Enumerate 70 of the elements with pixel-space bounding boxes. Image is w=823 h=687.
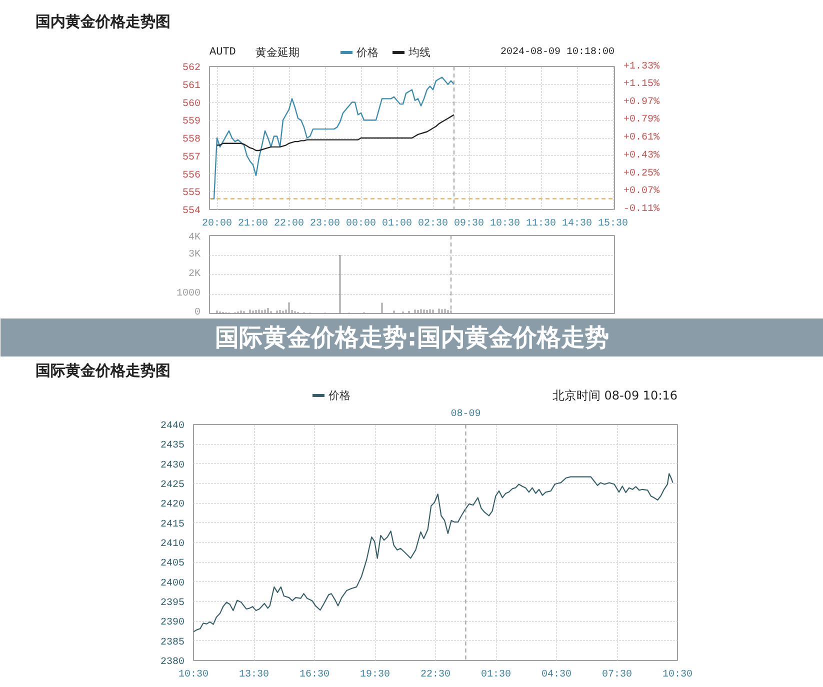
y-tick-label: 2390 bbox=[160, 618, 185, 629]
x-tick-label: 01:00 bbox=[382, 218, 412, 230]
legend-label: 均线 bbox=[408, 46, 430, 59]
y-tick-label: 1000 bbox=[176, 288, 201, 300]
x-tick-label: 09:30 bbox=[454, 218, 484, 230]
y-tick-label: 560 bbox=[182, 98, 201, 110]
x-tick-label: 11:30 bbox=[526, 218, 556, 230]
ref-line-label: 08-09 bbox=[450, 409, 481, 420]
y-tick-label: 554 bbox=[182, 206, 201, 217]
y-tick-label: 2395 bbox=[160, 598, 185, 609]
y-tick-label: 2380 bbox=[160, 657, 185, 668]
x-tick-label: 22:30 bbox=[420, 670, 451, 680]
y2-tick-label: +1.33% bbox=[624, 62, 660, 72]
x-tick-label: 10:30 bbox=[662, 670, 693, 680]
y2-tick-label: +1.15% bbox=[624, 78, 660, 90]
x-tick-label: 15:30 bbox=[598, 218, 628, 230]
y2-tick-label: +0.07% bbox=[624, 186, 660, 198]
y-tick-label: 2385 bbox=[160, 637, 185, 648]
y2-tick-label: +0.43% bbox=[624, 150, 660, 162]
y-tick-label: 2K bbox=[188, 269, 201, 280]
y-tick-label: 556 bbox=[182, 170, 201, 182]
y-tick-label: 2435 bbox=[160, 440, 185, 452]
y-tick-label: 2440 bbox=[160, 421, 185, 432]
x-tick-label: 04:30 bbox=[542, 670, 572, 680]
legend-label: 价格 bbox=[328, 389, 350, 402]
x-tick-label: 20:00 bbox=[202, 218, 232, 230]
x-tick-label: 22:00 bbox=[274, 218, 304, 230]
legend-label: 价格 bbox=[356, 46, 378, 59]
x-tick-label: 14:30 bbox=[562, 218, 592, 230]
x-tick-label: 00:00 bbox=[346, 218, 376, 230]
y-tick-label: 557 bbox=[182, 152, 201, 164]
y-tick-label: 2420 bbox=[160, 500, 185, 511]
x-tick-label: 10:30 bbox=[490, 218, 520, 230]
y-tick-label: 561 bbox=[182, 80, 201, 92]
x-tick-label: 16:30 bbox=[300, 670, 330, 680]
y-tick-label: 2430 bbox=[160, 460, 185, 472]
y2-tick-label: +0.61% bbox=[624, 132, 660, 144]
y2-tick-label: -0.11% bbox=[624, 204, 660, 215]
y-tick-label: 562 bbox=[182, 63, 201, 74]
chart-title: 国内黄金价格走势图 bbox=[36, 12, 170, 30]
y-tick-label: 2405 bbox=[160, 558, 185, 570]
y2-tick-label: +0.79% bbox=[624, 114, 660, 126]
y-tick-label: 2425 bbox=[160, 480, 185, 491]
text: AUTD bbox=[210, 46, 236, 58]
x-tick-label: 13:30 bbox=[239, 670, 270, 680]
y2-tick-label: +0.97% bbox=[624, 96, 660, 108]
y-tick-label: 559 bbox=[182, 116, 201, 128]
text: 国际黄金价格走势:国内黄金价格走势 bbox=[215, 324, 609, 352]
x-tick-label: 23:00 bbox=[310, 218, 340, 230]
x-tick-label: 10:30 bbox=[178, 670, 209, 680]
y-tick-label: 4K bbox=[188, 232, 201, 244]
text: 2024-08-09 10:18:00 bbox=[500, 47, 615, 58]
text: 北京时间 08-09 10:16 bbox=[552, 388, 678, 402]
y-tick-label: 2415 bbox=[160, 519, 185, 530]
x-tick-label: 19:30 bbox=[360, 670, 390, 680]
y2-tick-label: +0.25% bbox=[624, 168, 660, 180]
y-tick-label: 555 bbox=[182, 188, 201, 200]
y-tick-label: 3K bbox=[188, 250, 201, 260]
legend-title: 黄金延期 bbox=[256, 46, 300, 59]
chart-title: 国际黄金价格走势图 bbox=[36, 362, 170, 380]
x-tick-label: 01:30 bbox=[481, 670, 512, 680]
line-series bbox=[216, 114, 455, 152]
y-tick-label: 0 bbox=[194, 308, 201, 318]
x-tick-label: 07:30 bbox=[602, 670, 632, 680]
line-series bbox=[210, 76, 455, 200]
x-tick-label: 02:30 bbox=[418, 218, 448, 230]
y-tick-label: 2410 bbox=[160, 539, 185, 550]
y-tick-label: 558 bbox=[182, 134, 201, 146]
y-tick-label: 2400 bbox=[160, 578, 185, 590]
x-tick-label: 21:00 bbox=[238, 218, 268, 230]
